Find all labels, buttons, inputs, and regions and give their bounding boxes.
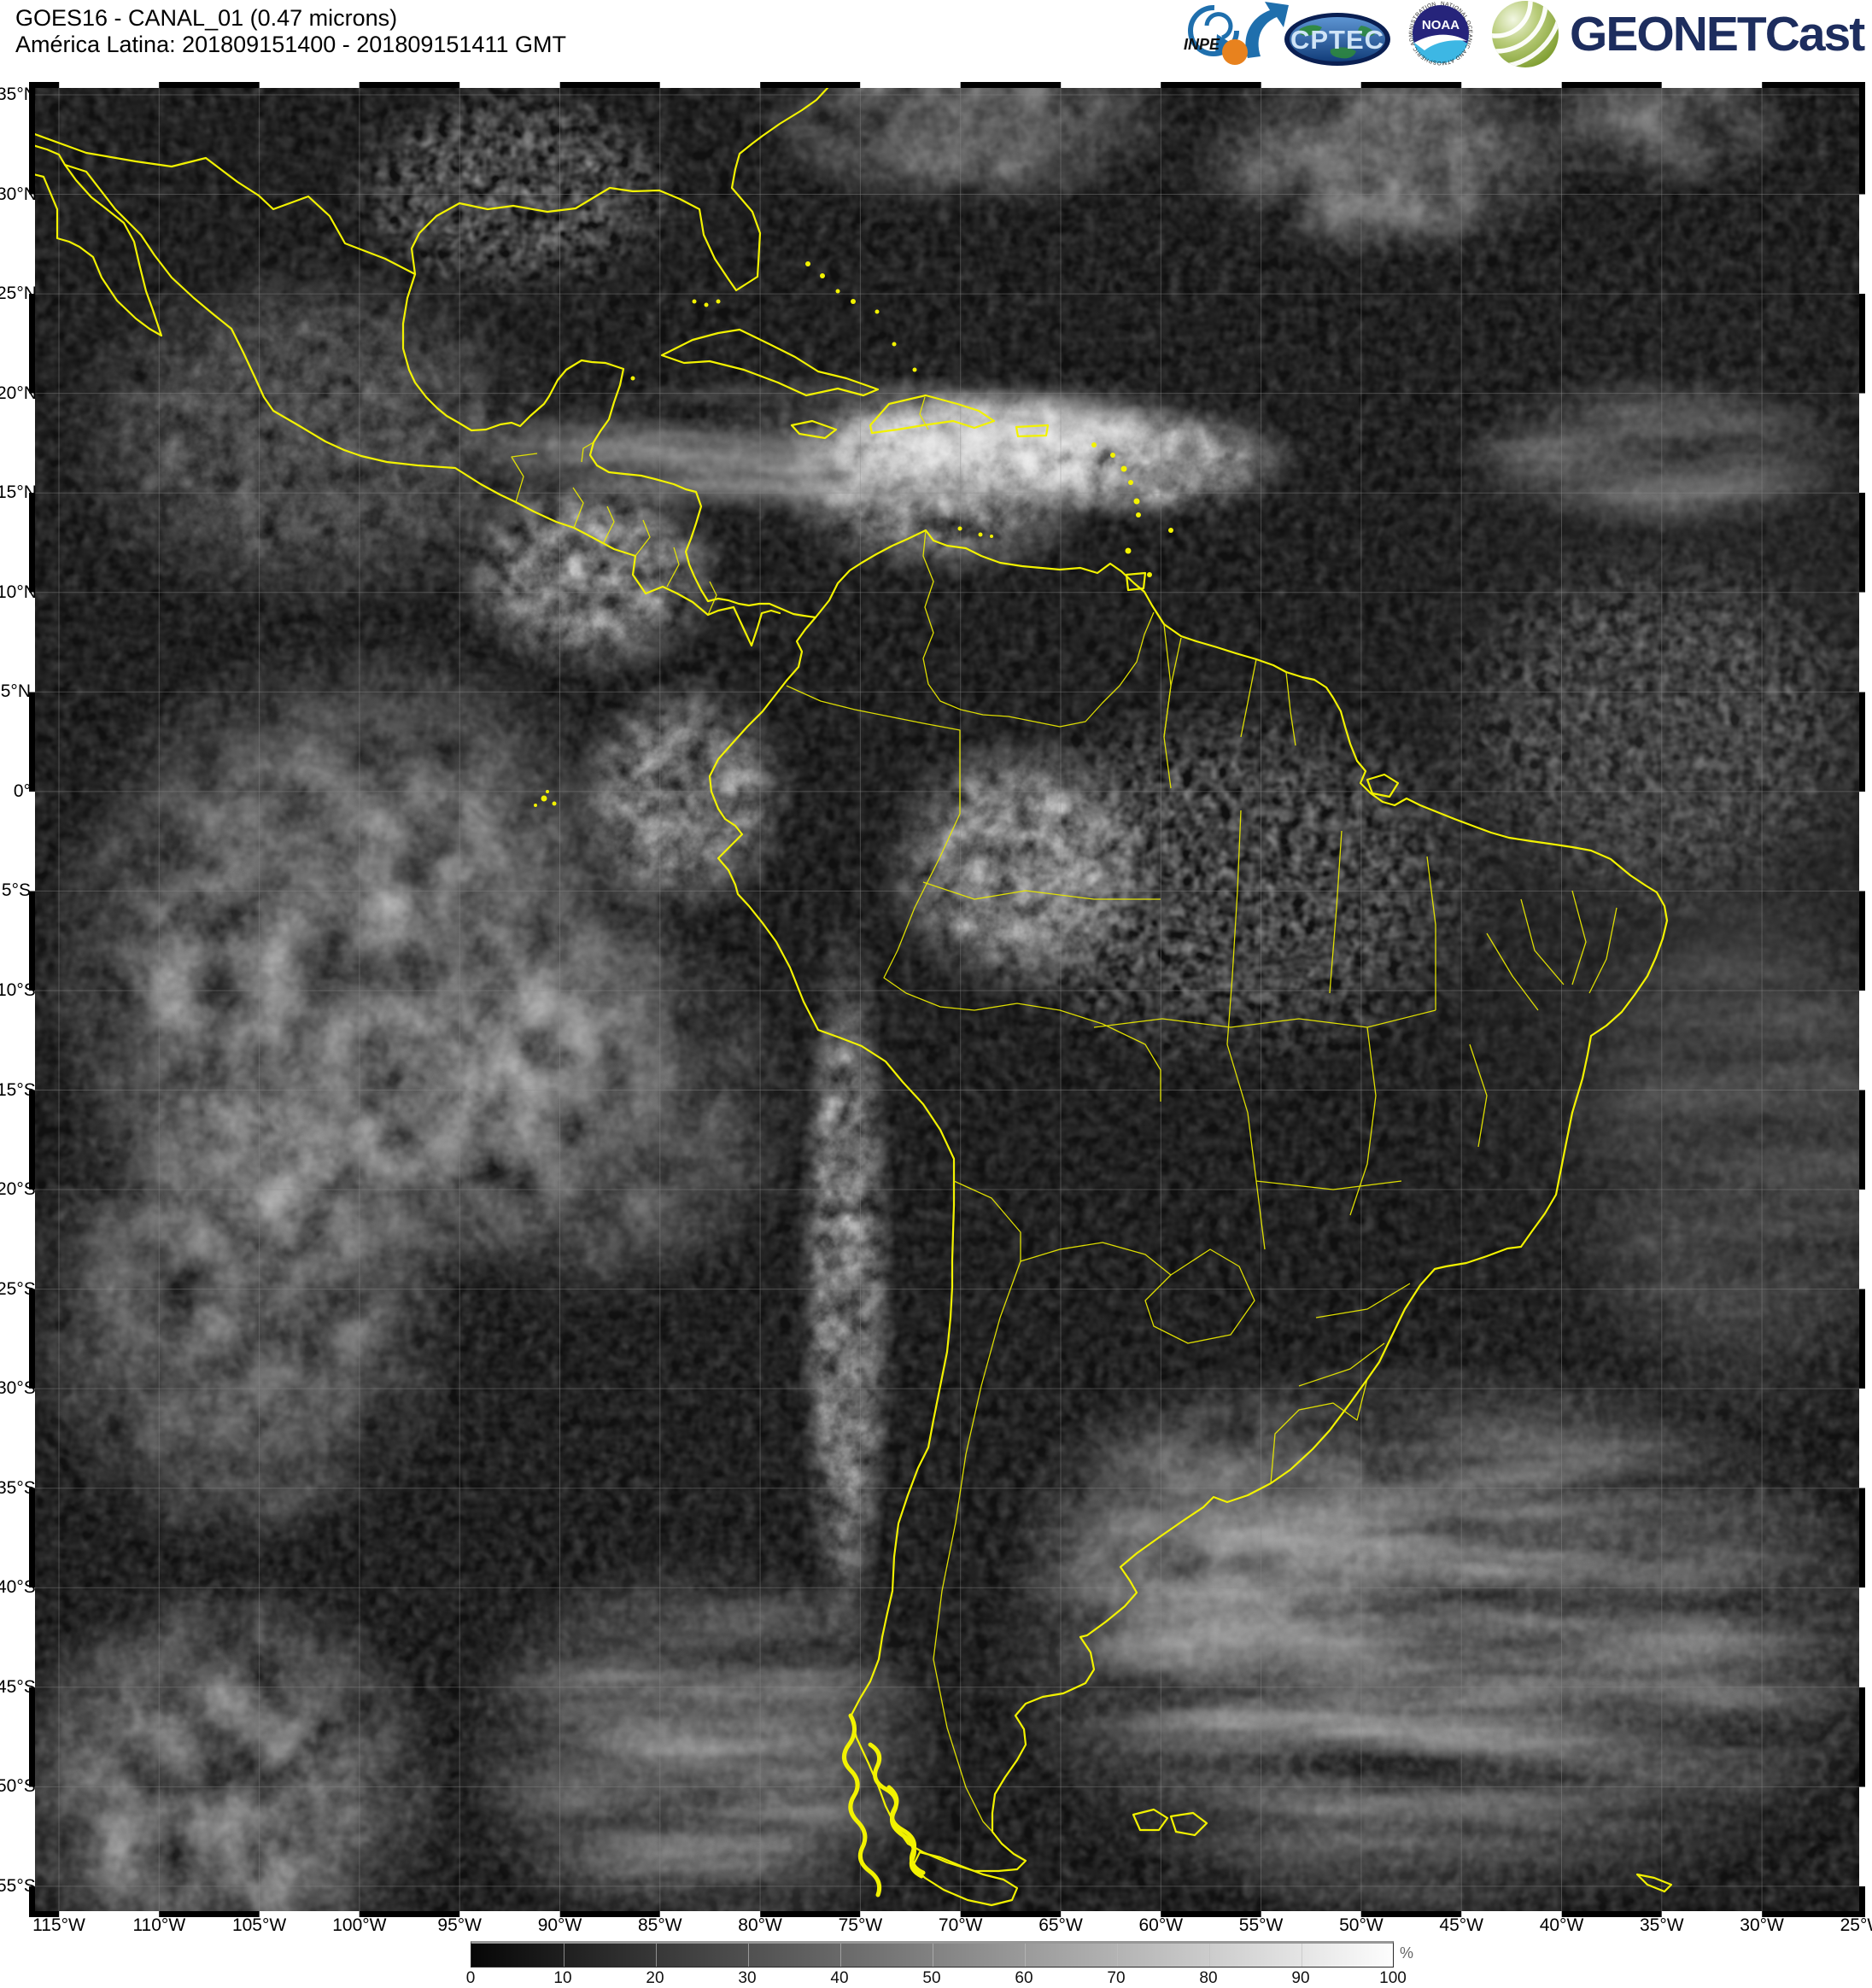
lon-tick-label: 100°W	[332, 1915, 387, 1935]
colorbar-tick-label: 100	[1379, 1969, 1407, 1987]
border-puerto-rico	[1015, 424, 1050, 438]
border-trinidad	[1125, 571, 1147, 592]
cptec-logo: CPTEC	[1284, 13, 1390, 66]
colorbar-tick-label: 70	[1107, 1969, 1126, 1987]
lat-tick-label: 45°S	[0, 1676, 36, 1697]
internal-borders	[511, 396, 1618, 1833]
colorbar-tick-label: 50	[922, 1969, 941, 1987]
lon-tick-label: 90°W	[537, 1915, 582, 1935]
border-tierra-del-fuego	[911, 1851, 1019, 1907]
lat-tick-label: 55°S	[0, 1875, 36, 1896]
colorbar-tick-label: 20	[646, 1969, 664, 1987]
map-frame-bottom	[29, 1911, 1865, 1917]
map-frame-right	[1859, 82, 1865, 1917]
noaa-label: NOAA	[1422, 18, 1460, 32]
inpe-orange-dot-icon	[1222, 39, 1248, 65]
colorbar-tick	[1025, 1944, 1026, 1967]
border-falklands	[1132, 1808, 1208, 1837]
geonetcast-label: GEONETCast	[1570, 7, 1865, 61]
colorbar-tick-label: 60	[1015, 1969, 1033, 1987]
grid-overlay	[35, 88, 1859, 1911]
inpe-label: INPE	[1184, 36, 1220, 53]
cptec-label: CPTEC	[1290, 25, 1384, 55]
lat-tick-label: 35°N	[0, 85, 37, 104]
border-baja-california	[35, 144, 163, 337]
lon-tick-label: 65°W	[1038, 1915, 1083, 1935]
lat-tick-label: 25°S	[0, 1278, 36, 1299]
lon-tick-label: 105°W	[231, 1915, 287, 1935]
colorbar-tick	[748, 1944, 749, 1967]
colorbar-tick	[656, 1944, 657, 1967]
lat-tick-label: 10°N	[0, 582, 37, 602]
page-title: GOES16 - CANAL_01 (0.47 microns)	[15, 5, 398, 31]
lat-tick-label: 0°	[13, 781, 31, 801]
lon-tick-label: 35°W	[1640, 1915, 1684, 1935]
colorbar-tick	[1209, 1944, 1210, 1967]
satellite-imagery	[35, 88, 1859, 1911]
border-marajo	[1366, 773, 1400, 798]
lon-tick-label: 40°W	[1539, 1915, 1584, 1935]
lon-tick-label: 95°W	[437, 1915, 482, 1935]
lat-tick-label: 30°N	[0, 184, 37, 204]
colorbar-tick	[564, 1944, 565, 1967]
map-frame-left	[29, 82, 35, 1917]
page-subtitle: América Latina: 201809151400 - 201809151…	[15, 32, 566, 57]
colorbar-tick	[1117, 1944, 1118, 1967]
satellite-map	[35, 88, 1859, 1911]
border-north-america	[35, 88, 829, 292]
lat-tick-label: 30°S	[0, 1378, 36, 1399]
lat-tick-label: 5°S	[1, 880, 31, 901]
lat-tick-label: 20°N	[0, 383, 37, 403]
border-cuba	[660, 328, 880, 397]
lon-tick-label: 30°W	[1740, 1915, 1784, 1935]
colorbar-tick-label: 10	[553, 1969, 572, 1987]
colorbar-tick-label: 80	[1199, 1969, 1218, 1987]
noaa-logo: NOAA NATIONAL OCEANIC AND ATMOSPHERIC AD…	[1408, 1, 1473, 66]
border-jamaica	[790, 419, 838, 440]
lon-tick-label: 45°W	[1439, 1915, 1483, 1935]
inpe-big-arrow-icon	[1245, 2, 1289, 58]
border-south-america	[708, 529, 1669, 1873]
lat-tick-label: 40°S	[0, 1577, 36, 1598]
lon-tick-label: 110°W	[132, 1915, 186, 1935]
lat-tick-label: 5°N	[0, 681, 31, 702]
lon-tick-label: 80°W	[738, 1915, 782, 1935]
lat-tick-label: 15°N	[0, 482, 37, 503]
lon-tick-label: 75°W	[838, 1915, 883, 1935]
lat-tick-label: 25°N	[0, 284, 37, 304]
inpe-logo: INPE	[1184, 2, 1289, 65]
colorbar	[471, 1941, 1394, 1968]
lon-tick-label: 70°W	[938, 1915, 983, 1935]
lat-tick-label: 20°S	[0, 1179, 36, 1200]
colorbar-tick-label: 90	[1291, 1969, 1310, 1987]
border-hispaniola	[869, 394, 996, 435]
lon-tick-label: 60°W	[1138, 1915, 1184, 1935]
geonetcast-globe-icon	[1492, 1, 1559, 67]
lat-tick-label: 15°S	[0, 1079, 36, 1100]
map-frame-top	[29, 82, 1865, 88]
noaa-seagull-icon	[1414, 34, 1467, 50]
lon-tick-label: 115°W	[32, 1915, 85, 1935]
lon-tick-label: 25°W	[1840, 1915, 1872, 1935]
border-south-georgia	[1635, 1873, 1673, 1893]
island-dots	[534, 261, 1173, 807]
header: GOES16 - CANAL_01 (0.47 microns) América…	[15, 5, 566, 58]
colorbar-tick-label: 30	[738, 1969, 757, 1987]
lon-tick-label: 55°W	[1238, 1915, 1284, 1935]
colorbar-tick-label: 40	[830, 1969, 849, 1987]
lat-tick-label: 50°S	[0, 1776, 36, 1797]
colorbar-tick	[840, 1944, 841, 1967]
colorbar-tick-label: 0	[465, 1969, 476, 1987]
lat-tick-label: 35°S	[0, 1477, 36, 1498]
inpe-orbit-icon	[1188, 5, 1239, 56]
lon-tick-label: 50°W	[1339, 1915, 1384, 1935]
lon-tick-label: 85°W	[638, 1915, 682, 1935]
colorbar-unit: %	[1400, 1944, 1414, 1962]
lat-tick-label: 10°S	[0, 979, 36, 1000]
cptec-globe-land-icon	[1298, 25, 1322, 36]
border-patagonia-fjords	[842, 1713, 926, 1897]
